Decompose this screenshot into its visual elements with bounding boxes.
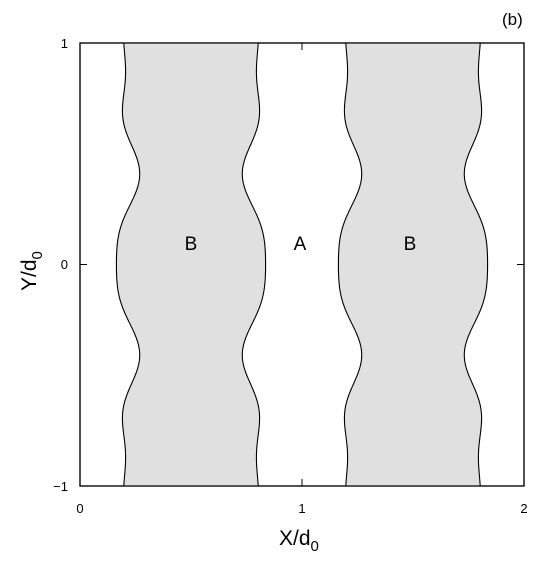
- y-axis-title-main: Y/d: [18, 259, 41, 291]
- y-axis-ticks: [80, 42, 524, 487]
- y-axis-title: Y/d0: [18, 251, 46, 291]
- panel-label: (b): [502, 10, 523, 29]
- x-tick-label-0: 0: [76, 501, 83, 516]
- shaded-region-b-left: [115, 42, 267, 487]
- y-axis-title-sub: 0: [29, 251, 46, 259]
- x-axis-title: X/d0: [279, 527, 319, 555]
- x-axis-title-sub: 0: [311, 538, 319, 555]
- shaded-region-b-right: [337, 42, 489, 487]
- x-axis-title-main: X/d: [279, 527, 311, 550]
- x-axis-ticks: [79, 43, 525, 486]
- y-tick-label-neg1: −1: [53, 479, 68, 494]
- y-tick-label-0: 0: [61, 257, 68, 272]
- x-tick-label-2: 2: [520, 501, 527, 516]
- region-label-b-right: B: [404, 234, 417, 255]
- region-label-a: A: [294, 234, 307, 255]
- region-label-b-left: B: [185, 234, 198, 255]
- y-tick-label-1: 1: [61, 36, 68, 51]
- x-tick-label-1: 1: [298, 501, 305, 516]
